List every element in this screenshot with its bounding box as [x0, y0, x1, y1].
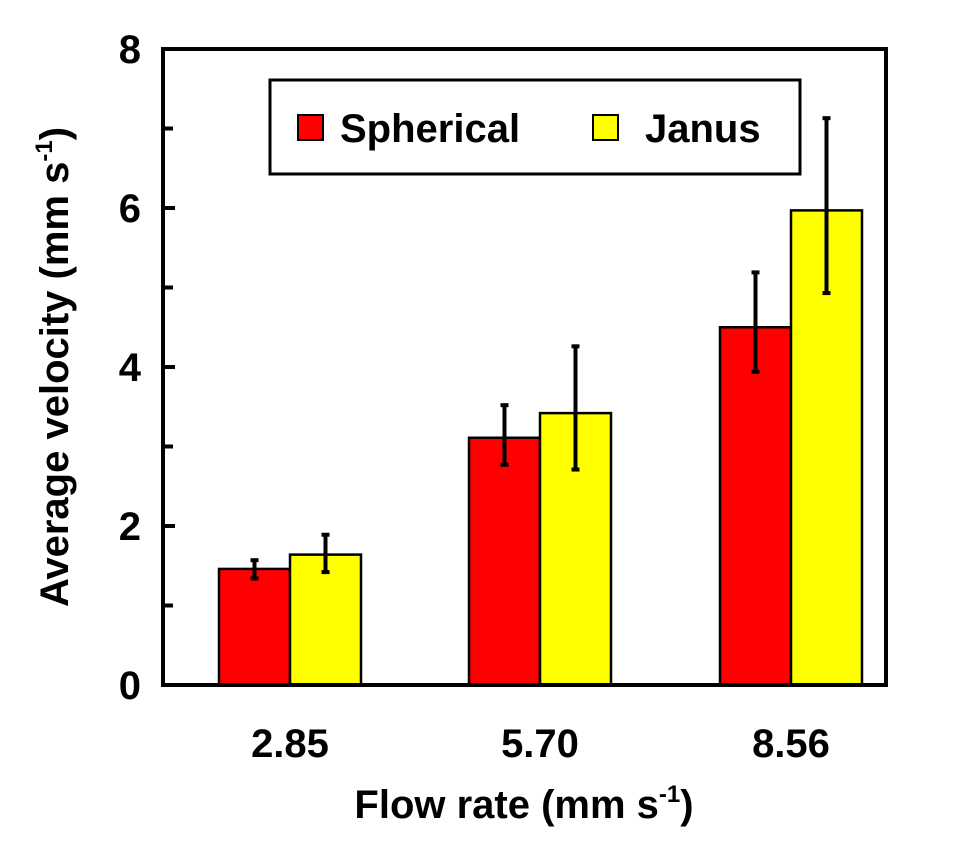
y-tick-label: 2 [119, 505, 141, 549]
y-tick-label: 8 [119, 28, 141, 72]
x-tick-label: 8.56 [752, 722, 830, 766]
legend-swatch-spherical [297, 114, 324, 141]
x-tick-label: 5.70 [501, 722, 579, 766]
legend-label-janus: Janus [645, 107, 761, 151]
legend-label-spherical: Spherical [340, 107, 520, 151]
y-tick-label: 4 [119, 346, 142, 390]
bar-spherical-2.85 [217, 567, 292, 687]
y-tick-label: 6 [119, 187, 141, 231]
legend-swatch-janus [592, 114, 619, 141]
bar-spherical-8.56 [718, 326, 793, 687]
y-axis-label: Average velocity (mm s-1) [31, 127, 77, 607]
bar-janus-2.85 [288, 553, 363, 687]
x-tick-label: 2.85 [251, 722, 329, 766]
legend-box [268, 78, 802, 176]
y-tick-label: 0 [119, 664, 141, 708]
x-axis-label: Flow rate (mm s-1) [354, 781, 693, 827]
bar-spherical-5.70 [467, 436, 542, 687]
legend: Spherical Janus [268, 78, 802, 176]
